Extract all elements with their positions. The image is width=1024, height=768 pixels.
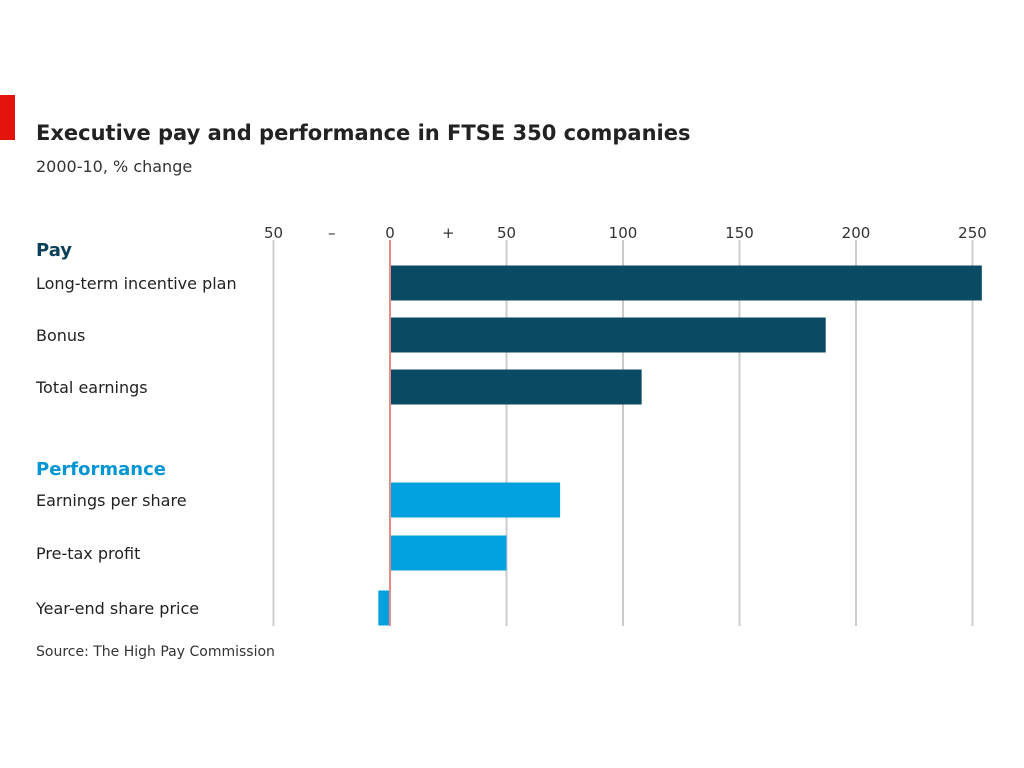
group-label: Pay: [36, 240, 72, 261]
x-tick-label: 50: [497, 224, 516, 242]
x-tick-label: 250: [958, 224, 987, 242]
category-label: Bonus: [36, 326, 85, 345]
x-tick-label: 150: [725, 224, 754, 242]
chart-source: Source: The High Pay Commission: [36, 644, 275, 660]
bar: [390, 265, 982, 301]
bar: [390, 317, 826, 353]
negative-sign-marker: –: [328, 224, 336, 242]
category-label: Year-end share price: [35, 599, 199, 618]
category-label: Pre-tax profit: [36, 544, 140, 563]
chart-subtitle: 2000-10, % change: [36, 157, 192, 176]
grid-layer: [272, 240, 974, 626]
bar: [378, 590, 390, 626]
category-label: Total earnings: [35, 378, 148, 397]
accent-bar: [0, 95, 15, 140]
ticks-layer: 50 0 50 100 150 200 250 – +: [264, 224, 987, 242]
labels-layer: Pay Long-term incentive plan Bonus Total ea…: [35, 240, 237, 618]
bar: [390, 535, 507, 571]
bar: [390, 369, 642, 405]
bar: [390, 482, 561, 518]
category-label: Long-term incentive plan: [36, 274, 237, 293]
x-tick-label: 50: [264, 224, 283, 242]
group-label: Performance: [36, 459, 166, 480]
bars-layer: [378, 240, 982, 626]
chart-title: Executive pay and performance in FTSE 35…: [36, 121, 691, 145]
x-tick-label: 200: [842, 224, 871, 242]
category-label: Earnings per share: [36, 491, 187, 510]
x-tick-label: 100: [609, 224, 638, 242]
positive-sign-marker: +: [442, 224, 455, 242]
x-tick-label: 0: [385, 224, 395, 242]
